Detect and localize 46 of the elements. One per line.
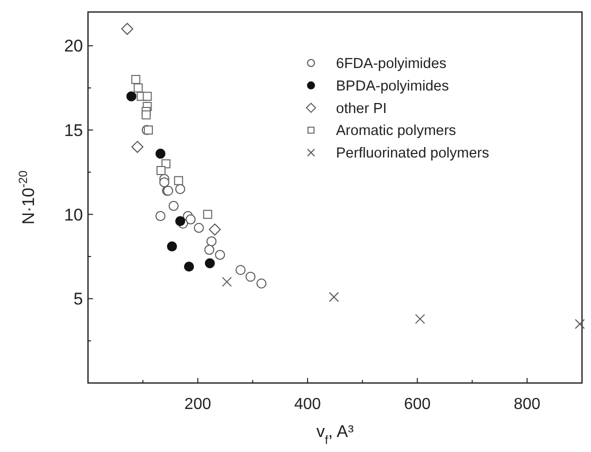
point <box>142 110 151 120</box>
point <box>184 262 194 272</box>
point <box>256 278 266 289</box>
point <box>131 74 140 84</box>
legend-label: 6FDA-polyimides <box>336 56 446 72</box>
point <box>215 250 226 260</box>
legend-label: other PI <box>336 100 387 117</box>
point <box>174 176 184 186</box>
point <box>204 258 215 268</box>
point <box>206 236 216 246</box>
point <box>142 92 152 101</box>
point <box>155 148 166 159</box>
x-axis-title: v$_{f}$, A³ <box>316 422 354 447</box>
point <box>204 244 214 255</box>
point <box>186 214 196 224</box>
point <box>208 224 221 236</box>
point <box>131 140 144 153</box>
legend-label: Perfluorinated polymers <box>336 146 490 162</box>
legend-label: BPDA-polyimides <box>336 78 449 94</box>
point <box>156 166 166 176</box>
x-tick-label: 200 <box>184 396 212 413</box>
point <box>236 265 246 276</box>
legend-label: Aromatic polymers <box>336 123 456 140</box>
x-tick-label: 800 <box>514 396 541 413</box>
x-tick-label: 600 <box>404 396 431 413</box>
point <box>166 241 177 252</box>
point <box>121 22 134 35</box>
y-tick-label: 15 <box>64 121 83 140</box>
point <box>328 292 339 302</box>
point <box>574 318 585 329</box>
point <box>415 314 426 324</box>
point <box>203 210 212 219</box>
point <box>126 91 136 102</box>
point <box>194 222 204 233</box>
point <box>134 83 143 92</box>
y-tick-label: 10 <box>64 205 83 224</box>
point <box>168 200 179 211</box>
point <box>175 184 186 194</box>
point <box>159 177 170 188</box>
point <box>222 276 232 287</box>
y-tick-label: 5 <box>74 290 83 309</box>
point <box>155 211 166 222</box>
point <box>245 272 256 282</box>
x-tick-label: 400 <box>294 396 321 413</box>
point <box>175 216 186 226</box>
y-tick-label: 20 <box>64 36 83 56</box>
